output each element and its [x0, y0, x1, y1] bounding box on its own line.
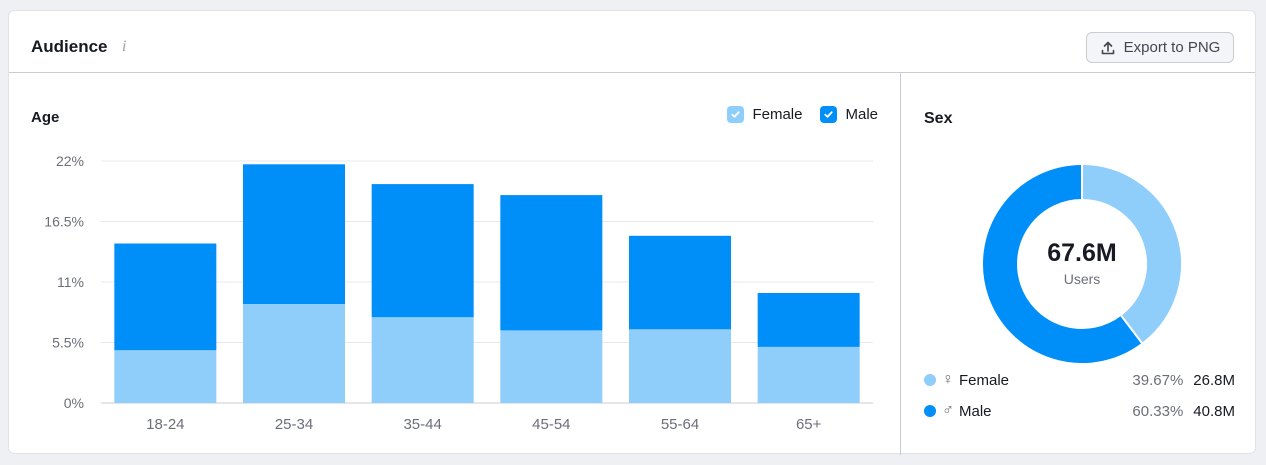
upload-icon — [1101, 41, 1114, 54]
legend-female-label: Female — [752, 106, 803, 123]
checkmark-icon — [731, 111, 741, 118]
female-checkbox[interactable] — [727, 106, 745, 123]
age-title: Age — [31, 109, 60, 126]
bar-female-45-54 — [500, 330, 603, 403]
bar-female-35-44 — [371, 317, 474, 403]
female-dot — [924, 374, 936, 386]
total-users-label: Users — [1063, 271, 1101, 287]
card-title: Audience — [31, 37, 108, 56]
sex-row-percent: 39.67% — [1132, 371, 1184, 389]
legend-male[interactable]: Male — [820, 106, 878, 123]
sex-row-label: Male — [959, 402, 992, 420]
bar-male-45-54 — [500, 195, 603, 331]
bar-male-65+ — [757, 293, 860, 347]
male-symbol-icon: ♂ — [942, 402, 954, 419]
export-to-png-button[interactable]: Export to PNG — [1086, 32, 1234, 63]
male-checkbox[interactable] — [820, 106, 838, 123]
y-tick-label: 0% — [64, 395, 84, 411]
total-users-value: 67.6M — [1047, 239, 1117, 267]
info-icon[interactable]: i — [122, 38, 127, 55]
legend-female[interactable]: Female — [727, 106, 802, 123]
y-tick-label: 22% — [56, 153, 84, 169]
sex-row-count: 40.8M — [1193, 402, 1235, 420]
bar-male-55-64 — [629, 235, 731, 330]
sex-row-count: 26.8M — [1193, 371, 1235, 389]
bar-male-25-34 — [243, 164, 345, 304]
y-tick-label: 11% — [57, 274, 84, 290]
audience-card: Audience i Export to PNG 0% 5.5% 11% 16.5% 2… — [8, 10, 1256, 455]
bar-female-55-64 — [629, 329, 731, 403]
checkmark-icon — [824, 111, 834, 118]
x-tick-label: 55-64 — [661, 416, 699, 433]
sex-panel: Sex 67.6M Users ♀ Female 39.67% 26.8M ♂ … — [902, 73, 1256, 455]
y-tick-label: 5.5% — [52, 335, 84, 351]
age-legend: Female Male — [727, 106, 878, 123]
sex-row-male: ♂ Male 60.33% 40.8M — [924, 401, 1235, 421]
y-tick-label: 16.5% — [44, 214, 84, 230]
x-tick-label: 25-34 — [275, 416, 313, 433]
sex-row-female: ♀ Female 39.67% 26.8M — [924, 370, 1235, 390]
donut-separator — [1120, 315, 1143, 344]
bar-male-35-44 — [371, 184, 474, 318]
sex-row-label: Female — [959, 371, 1010, 389]
x-tick-label: 65+ — [796, 416, 822, 433]
male-dot — [924, 405, 936, 417]
donut-slice-female — [1081, 165, 1181, 343]
sex-row-percent: 60.33% — [1132, 402, 1184, 420]
x-tick-label: 35-44 — [403, 416, 441, 433]
sex-title: Sex — [924, 110, 953, 127]
donut-slice-male — [983, 165, 1142, 363]
age-panel: 0% 5.5% 11% 16.5% 22% 18-24 25-34 35-44 45-54 55-… — [9, 73, 901, 455]
export-button-label: Export to PNG — [1123, 39, 1221, 56]
x-tick-label: 45-54 — [532, 416, 570, 433]
sex-donut-chart — [983, 165, 1181, 363]
legend-male-label: Male — [845, 106, 878, 123]
bar-male-18-24 — [114, 243, 217, 351]
x-tick-label: 18-24 — [146, 416, 184, 433]
bar-female-18-24 — [114, 350, 217, 403]
bar-female-25-34 — [243, 304, 345, 403]
bar-female-65+ — [757, 346, 860, 403]
female-symbol-icon: ♀ — [942, 371, 954, 388]
age-chart: 0% 5.5% 11% 16.5% 22% 18-24 25-34 35-44 45-54 55-… — [44, 153, 873, 433]
card-header: Audience i Export to PNG — [9, 11, 1255, 73]
